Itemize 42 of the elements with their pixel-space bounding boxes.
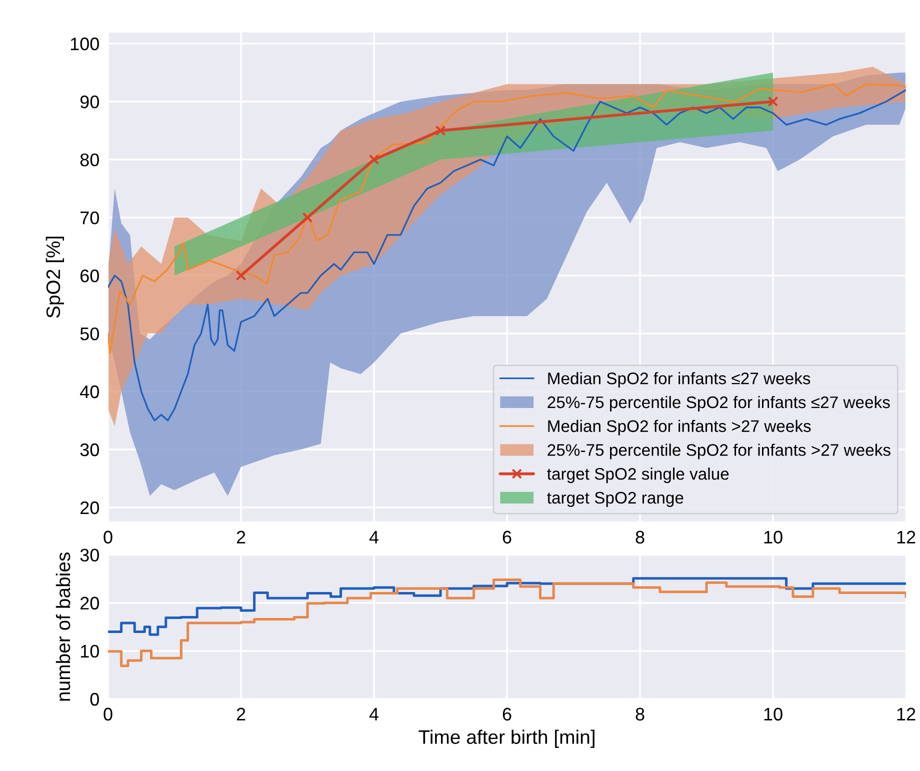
y-tick-label: 60 — [80, 269, 99, 282]
x-tick-label: 6 — [502, 708, 512, 721]
x-tick-label: 4 — [369, 530, 379, 544]
point — [368, 154, 380, 165]
x-axis-title: Time after birth [min] — [418, 730, 594, 748]
x-tick-label: 12 — [897, 708, 916, 720]
legend-label: 25%-75 percentile SpO2 for infants ≤27 weeks — [548, 396, 890, 412]
legend-label: target SpO2 single value — [547, 468, 729, 484]
y-tick-label: 40 — [80, 385, 99, 398]
legend-label: Median SpO2 for infants ≤27 weeks — [548, 372, 810, 388]
y-tick-label: 20 — [80, 501, 99, 514]
x-tick-label: 6 — [502, 530, 512, 544]
y-tick-label: 50 — [80, 327, 99, 340]
x-tick-label: 10 — [764, 530, 782, 544]
x-tick-label: 0 — [104, 708, 112, 721]
x-tick-label: 8 — [636, 530, 644, 544]
x-tick-label: 2 — [236, 708, 246, 720]
point — [236, 270, 246, 281]
x-tick-label: 10 — [764, 708, 782, 721]
y-tick-label: 30 — [80, 548, 99, 562]
y-axis-title: number of babies — [56, 552, 70, 701]
y-tick-label: 20 — [80, 596, 99, 610]
point — [302, 212, 313, 223]
y-tick-label: 90 — [80, 96, 99, 108]
y-tick-label: 30 — [80, 443, 99, 456]
point — [435, 125, 446, 136]
x-tick-label: 12 — [897, 530, 916, 544]
x-tick-label: 8 — [636, 708, 644, 721]
x-tick-label: 2 — [236, 530, 246, 544]
point — [768, 96, 778, 107]
y-axis-title: SpO2 [%] — [46, 236, 64, 318]
legend-label: target SpO2 range — [547, 492, 684, 507]
legend-label: 25%-75 percentile SpO2 for infants >27 weeks — [548, 444, 890, 460]
legend-label: Median SpO2 for infants >27 weeks — [548, 420, 811, 436]
y-tick-label: 10 — [80, 644, 99, 658]
y-tick-label: 80 — [80, 153, 99, 166]
y-tick-label: 100 — [70, 38, 99, 50]
x-tick-label: 0 — [104, 530, 112, 544]
x-tick-label: 4 — [369, 708, 379, 720]
line-series — [108, 83, 906, 354]
y-tick-label: 70 — [80, 211, 99, 224]
y-tick-label: 0 — [90, 692, 99, 706]
